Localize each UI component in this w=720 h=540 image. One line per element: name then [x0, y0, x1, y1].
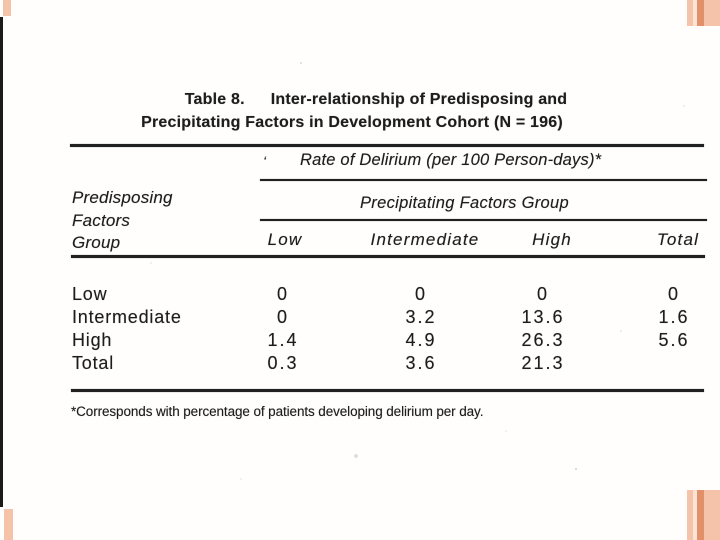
column-header-high: High [532, 230, 572, 249]
row-label: Total [72, 353, 115, 373]
cell: 0 [414, 284, 427, 304]
cell: 3.6 [405, 353, 437, 373]
accent-bar-bottom-left [4, 509, 13, 540]
column-header-low: Low [267, 230, 303, 249]
stub-header-predisposing-factors-group: Predisposing Factors Group [72, 188, 173, 253]
table-caption: Table 8. Inter-relationship of Predisposi… [70, 89, 654, 134]
scan-artifact-tick: ‘ [263, 153, 267, 169]
rule-under-column-headers [71, 255, 705, 258]
accent-band-bottom-right [687, 490, 720, 540]
rule-under-spanner [260, 179, 707, 181]
table-row-intermediate: Intermediate 0 3.2 13.6 1.6 [0, 307, 720, 329]
cell: 0 [536, 284, 549, 304]
accent-bar-top-left [3, 0, 11, 16]
table-row-low: Low 0 0 0 0 [0, 284, 720, 306]
cell: 0.3 [267, 353, 299, 373]
rule-table-top [70, 144, 704, 147]
column-header-total: Total [656, 230, 700, 249]
rule-table-bottom [71, 389, 704, 392]
row-label: Low [72, 284, 108, 304]
row-label: Intermediate [72, 307, 182, 327]
group-header-precipitating-factors: Precipitating Factors Group [360, 194, 569, 212]
rule-under-group-header [260, 219, 707, 221]
caption-title-part1: Inter-relationship of Predisposing and [270, 91, 568, 108]
table-row-total: Total 0.3 3.6 21.3 [0, 353, 720, 375]
table-row-high: High 1.4 4.9 26.3 5.6 [0, 330, 720, 352]
caption-line-1: Table 8. Inter-relationship of Predisposi… [84, 89, 668, 112]
cell: 3.2 [405, 307, 437, 327]
cell: 26.3 [521, 330, 565, 350]
accent-band-top-right [687, 0, 720, 26]
caption-title-part2: Precipitating Factors in Development Coh… [141, 113, 563, 131]
footnote: *Corresponds with percentage of patients… [71, 404, 484, 419]
scan-noise [0, 0, 2, 2]
cell: 5.6 [658, 330, 690, 350]
cell: 4.9 [405, 330, 437, 350]
scanned-page-edge-line [0, 17, 3, 507]
cell: 0 [667, 284, 680, 304]
cell: 13.6 [521, 307, 565, 327]
column-header-intermediate: Intermediate [370, 230, 480, 249]
cell: 1.6 [658, 307, 690, 327]
cell: 0 [276, 284, 289, 304]
row-label: High [72, 330, 113, 350]
column-header-row: Low Intermediate High Total [0, 230, 720, 252]
spanner-header-rate-of-delirium: Rate of Delirium (per 100 Person-days)* [300, 151, 602, 169]
cell: 0 [276, 307, 289, 327]
caption-table-number: Table 8. [184, 91, 245, 108]
cell: 21.3 [521, 353, 565, 373]
cell: 1.4 [267, 330, 299, 350]
